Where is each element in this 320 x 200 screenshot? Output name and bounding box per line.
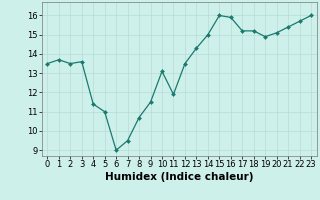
X-axis label: Humidex (Indice chaleur): Humidex (Indice chaleur) <box>105 172 253 182</box>
